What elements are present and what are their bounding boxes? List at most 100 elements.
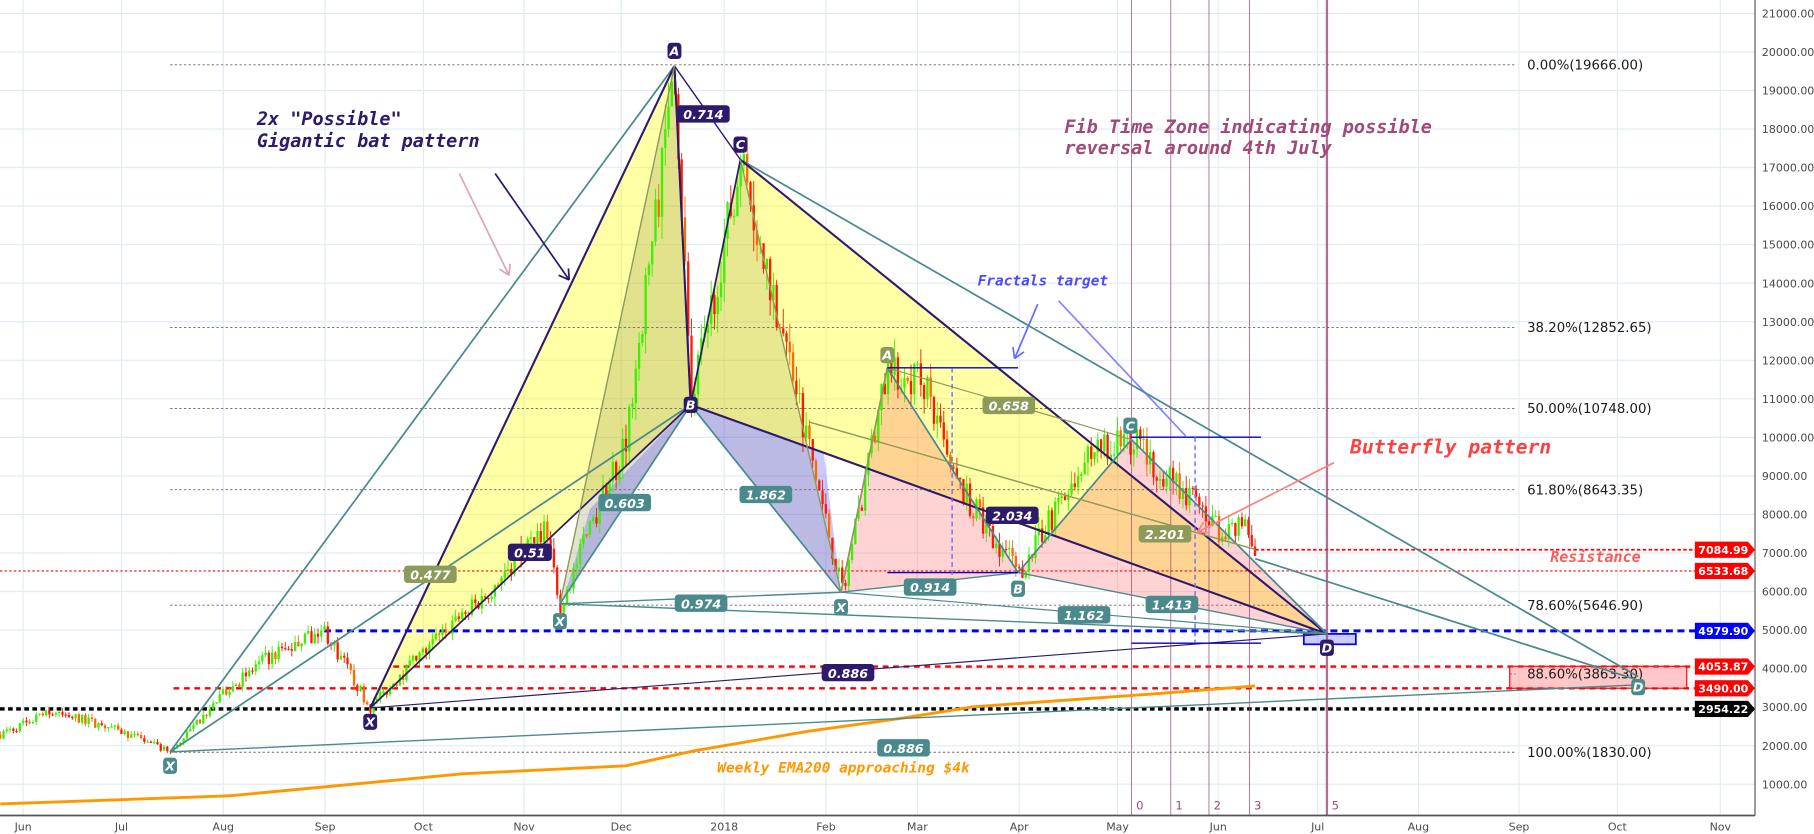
- price-tick-label: 9000.00: [1762, 470, 1807, 483]
- fib-time-zones[interactable]: 0 1 2 3 5: [1130, 0, 1339, 816]
- pattern-line[interactable]: [1130, 438, 1328, 635]
- ratio-badge: [1145, 595, 1199, 614]
- candle: [1162, 479, 1165, 487]
- time-tick-label: Jun: [1209, 821, 1227, 834]
- pattern-line[interactable]: [369, 65, 676, 709]
- candle: [287, 648, 290, 650]
- candle: [162, 746, 166, 751]
- point-label-x: X: [364, 714, 376, 729]
- butterfly-arrow-icon: [1196, 461, 1335, 533]
- price-tick-label: 13000.00: [1762, 316, 1814, 329]
- time-tick-label: Mar: [907, 821, 928, 834]
- candle: [71, 716, 74, 719]
- fractals-arrow-icon: [1013, 303, 1039, 359]
- pattern-line[interactable]: [886, 367, 1019, 574]
- pattern-line[interactable]: [170, 684, 1639, 753]
- candle: [123, 731, 126, 734]
- candle: [582, 534, 585, 544]
- candle: [1112, 454, 1116, 456]
- candle: [952, 467, 955, 469]
- pattern-line[interactable]: [689, 159, 742, 406]
- pattern-line[interactable]: [559, 65, 676, 604]
- point-label-a: A: [881, 348, 892, 363]
- point-badge: [163, 757, 178, 774]
- candle: [1198, 496, 1201, 506]
- candle: [1083, 462, 1086, 474]
- price-tick-label: 11000.00: [1762, 393, 1814, 406]
- pattern-line[interactable]: [739, 159, 842, 593]
- candle: [824, 504, 827, 514]
- resistance-note: Resistance: [1550, 548, 1640, 566]
- pattern-line[interactable]: [840, 367, 889, 593]
- candle: [74, 714, 77, 719]
- butterfly-pattern-note: Butterfly pattern: [1349, 435, 1551, 458]
- candle: [274, 652, 277, 660]
- candle: [470, 599, 474, 615]
- pattern-line[interactable]: [1254, 557, 1639, 681]
- price-tag-label: 6533.68: [1698, 565, 1748, 578]
- candle: [146, 741, 149, 743]
- candle: [1067, 494, 1070, 501]
- candle: [113, 725, 117, 727]
- pattern-line[interactable]: [739, 158, 1328, 635]
- candle: [248, 670, 251, 677]
- ratio-label: 0.886: [828, 666, 868, 681]
- time-tick-label: Feb: [816, 821, 835, 834]
- candle: [552, 548, 556, 568]
- pattern-line[interactable]: [169, 65, 676, 753]
- candle: [1221, 536, 1224, 542]
- candle: [284, 648, 287, 650]
- candle: [51, 714, 54, 716]
- candle: [84, 715, 87, 724]
- fib-retracement[interactable]: 0.00%(19666.00) 38.20%(12852.65) 50.00%(10…: [170, 58, 1652, 761]
- candle: [886, 362, 890, 395]
- candle: [1050, 510, 1054, 531]
- time-tick-label: Sep: [315, 821, 336, 834]
- candle: [408, 660, 411, 667]
- candle: [159, 744, 162, 751]
- candle: [1201, 505, 1204, 507]
- candle: [293, 642, 297, 651]
- candle: [529, 537, 533, 539]
- candle: [1096, 439, 1099, 453]
- time-zone-label: 5: [1332, 799, 1339, 813]
- candle: [526, 538, 529, 549]
- candle: [58, 712, 61, 714]
- price-tag: [1694, 541, 1749, 558]
- candle: [326, 626, 329, 644]
- candle: [126, 731, 130, 739]
- candle: [375, 698, 379, 702]
- candle: [120, 729, 123, 734]
- point-badge: [1011, 580, 1026, 597]
- candle: [605, 485, 608, 502]
- candle: [1230, 523, 1234, 525]
- point-label-c: C: [1126, 418, 1136, 433]
- ratio-label: 1.862: [746, 488, 786, 503]
- candle: [1171, 467, 1175, 483]
- candle: [1047, 510, 1050, 536]
- candle: [949, 454, 952, 468]
- time-zone-label: 0: [1136, 799, 1143, 813]
- candle: [218, 694, 221, 703]
- candle: [1011, 548, 1014, 556]
- candle: [621, 438, 624, 470]
- pattern-line[interactable]: [673, 65, 692, 405]
- candle: [844, 583, 847, 586]
- candle: [732, 216, 736, 218]
- candle: [1194, 488, 1198, 497]
- candle: [536, 531, 539, 543]
- candle: [454, 616, 457, 621]
- candle: [893, 357, 896, 376]
- pattern-line[interactable]: [739, 158, 1639, 678]
- candle: [506, 568, 510, 571]
- candle: [683, 217, 687, 262]
- price-tick-label: 1000.00: [1762, 778, 1807, 791]
- candle: [791, 352, 795, 381]
- pattern-line[interactable]: [1017, 438, 1133, 574]
- fractals-arrow-icon-head: [1012, 347, 1016, 359]
- candle: [513, 559, 516, 574]
- candle: [877, 410, 880, 443]
- candle: [90, 717, 94, 719]
